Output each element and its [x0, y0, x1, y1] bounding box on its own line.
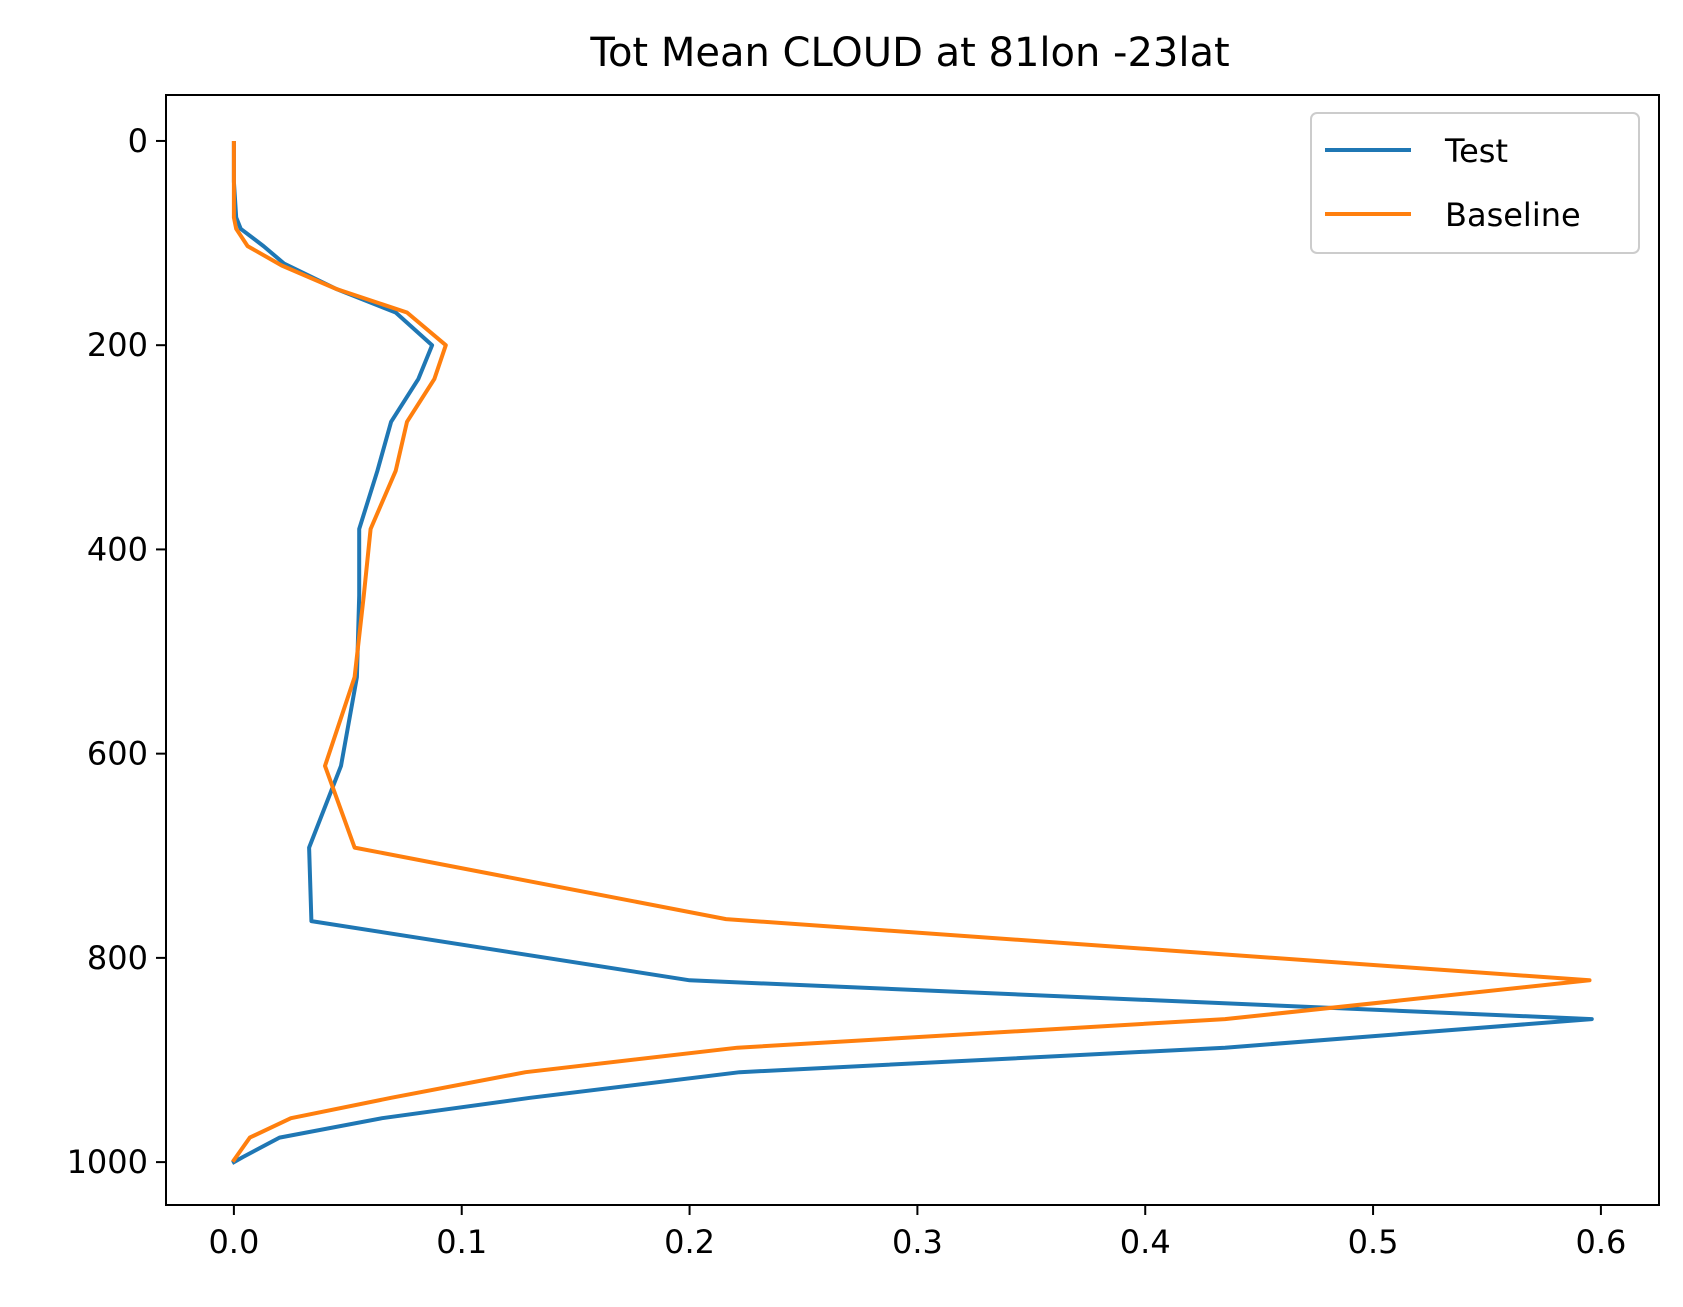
- x-tick-label: 0.5: [1348, 1223, 1399, 1261]
- y-tick-label: 200: [87, 326, 148, 364]
- chart-title: Tot Mean CLOUD at 81lon -23lat: [589, 30, 1229, 76]
- plot-background: [166, 95, 1659, 1205]
- legend-label-baseline: Baseline: [1445, 196, 1581, 234]
- legend-label-test: Test: [1444, 132, 1508, 170]
- y-tick-label: 600: [87, 735, 148, 773]
- x-tick-label: 0.6: [1575, 1223, 1626, 1261]
- x-tick-label: 0.2: [664, 1223, 715, 1261]
- x-tick-label: 0.0: [208, 1223, 259, 1261]
- axes-layer: 0.0 0.1 0.2 0.3 0.4 0.5 0.6 0 200 400 600 800 1000: [67, 94, 1660, 1261]
- y-tick-label: 400: [87, 530, 148, 568]
- plot-area: [166, 95, 1659, 1205]
- legend: Test Baseline: [1310, 112, 1640, 254]
- y-tick-label: 1000: [67, 1143, 148, 1181]
- y-tick-label: 0: [128, 122, 148, 160]
- y-tick-label: 800: [87, 939, 148, 977]
- x-tick-label: 0.3: [892, 1223, 943, 1261]
- series-line-test: [231, 141, 1594, 1165]
- x-tick-label: 0.4: [1120, 1223, 1171, 1261]
- x-tick-label: 0.1: [436, 1223, 487, 1261]
- series-line-baseline: [231, 141, 1592, 1163]
- series-layer: [231, 141, 1594, 1165]
- axes-frame: [165, 94, 1660, 1206]
